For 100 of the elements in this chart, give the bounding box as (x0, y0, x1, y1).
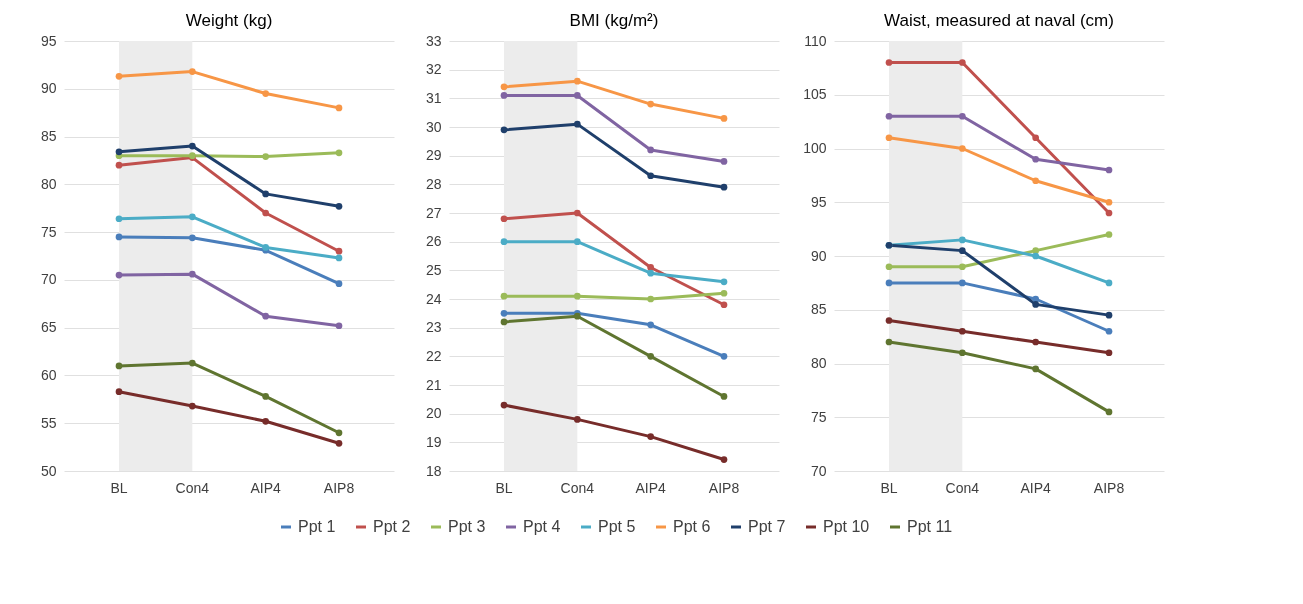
point (720, 456, 728, 463)
point (1032, 247, 1040, 254)
point (188, 234, 196, 242)
y-tick-label: 100 (803, 140, 827, 156)
y-tick-label: 65 (40, 319, 57, 336)
point (1032, 252, 1040, 260)
x-tick-label: AIP4 (250, 479, 282, 496)
point (335, 247, 343, 255)
x-tick-label: Con4 (175, 479, 210, 496)
x-tick-label: Con4 (560, 479, 595, 496)
point (500, 292, 508, 300)
y-tick-label: 95 (810, 193, 827, 210)
point (1105, 166, 1113, 174)
point (500, 92, 508, 99)
point (335, 104, 343, 112)
point (115, 362, 123, 370)
point (188, 68, 196, 75)
point (335, 254, 343, 262)
point (720, 115, 728, 122)
point (115, 233, 123, 241)
point (958, 247, 966, 254)
y-tick-label: 21 (425, 376, 442, 393)
y-tick-label: 95 (40, 32, 57, 49)
point (188, 213, 196, 221)
point (647, 146, 655, 154)
point (115, 73, 123, 80)
point (1105, 209, 1113, 217)
y-tick-label: 60 (40, 366, 57, 383)
point (720, 393, 728, 400)
y-tick-label: 27 (425, 204, 442, 221)
y-tick-label: 90 (40, 80, 57, 97)
y-tick-label: 80 (40, 175, 57, 192)
point (188, 270, 196, 278)
x-tick-label: AIP8 (708, 479, 740, 496)
legend-label: Ppt 4 (523, 518, 561, 535)
point (647, 352, 655, 360)
point (573, 416, 581, 423)
point (958, 327, 966, 335)
y-tick-label: 75 (810, 408, 827, 425)
y-tick-label: 20 (425, 405, 442, 422)
point (262, 312, 270, 320)
x-tick-label: AIP4 (1020, 479, 1052, 496)
point (188, 142, 196, 150)
point (885, 112, 893, 120)
point (115, 215, 123, 223)
y-tick-label: 19 (425, 433, 442, 450)
point (885, 134, 893, 142)
point (1032, 301, 1040, 308)
legend-label: Ppt 5 (598, 518, 636, 535)
point (958, 263, 966, 271)
legend-label: Ppt 11 (907, 518, 953, 535)
x-tick-label: AIP8 (1093, 479, 1125, 496)
legend-label: Ppt 3 (448, 518, 486, 535)
point (647, 321, 655, 329)
point (958, 112, 966, 120)
point (500, 238, 508, 246)
y-tick-label: 23 (425, 319, 442, 336)
point (647, 433, 655, 440)
point (500, 215, 508, 223)
point (885, 263, 893, 271)
point (262, 90, 270, 97)
point (500, 318, 508, 326)
point (188, 359, 196, 367)
point (647, 100, 655, 108)
y-tick-label: 85 (810, 301, 827, 318)
point (115, 388, 123, 396)
y-tick-label: 110 (804, 32, 827, 49)
point (573, 120, 581, 128)
legend-label: Ppt 10 (823, 518, 870, 535)
y-tick-label: 30 (425, 118, 442, 135)
point (647, 295, 655, 303)
point (573, 209, 581, 217)
x-tick-label: BL (110, 479, 128, 496)
point (885, 338, 893, 346)
point (958, 59, 966, 66)
point (1032, 177, 1040, 185)
y-tick-label: 31 (425, 89, 442, 106)
y-tick-label: 70 (40, 271, 57, 288)
y-tick-label: 28 (425, 175, 442, 192)
point (115, 161, 123, 169)
point (115, 271, 123, 279)
point (720, 183, 728, 191)
point (958, 236, 966, 244)
point (500, 126, 508, 134)
point (1105, 327, 1113, 335)
point (1105, 349, 1113, 357)
point (335, 429, 343, 437)
point (500, 401, 508, 409)
x-tick-label: BL (880, 479, 898, 496)
legend-label: Ppt 6 (673, 518, 711, 535)
y-tick-label: 90 (810, 247, 827, 264)
point (885, 279, 893, 287)
point (500, 83, 508, 91)
chart-title: Waist, measured at naval (cm) (884, 11, 1114, 30)
point (335, 322, 343, 330)
y-tick-label: 80 (810, 355, 827, 371)
y-tick-label: 24 (425, 290, 442, 307)
y-tick-label: 70 (810, 462, 827, 479)
point (958, 349, 966, 357)
y-tick-label: 18 (425, 462, 442, 479)
